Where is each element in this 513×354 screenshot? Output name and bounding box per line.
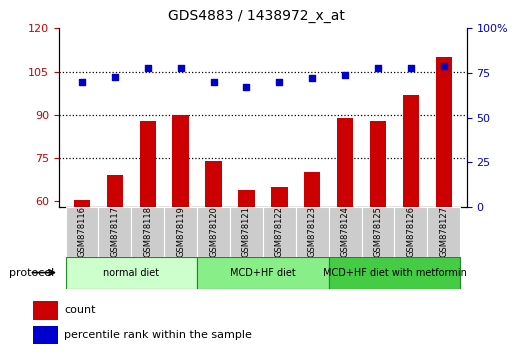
- Point: [341, 72, 349, 78]
- Bar: [33, 301, 58, 320]
- Bar: [271, 187, 288, 354]
- Bar: [66, 207, 98, 257]
- Point: [407, 65, 415, 70]
- Point: [374, 65, 382, 70]
- Bar: [66, 257, 197, 289]
- Point: [209, 79, 218, 85]
- Bar: [370, 121, 386, 354]
- Bar: [329, 207, 362, 257]
- Point: [144, 65, 152, 70]
- Point: [78, 79, 86, 85]
- Bar: [205, 161, 222, 354]
- Point: [308, 75, 317, 81]
- Bar: [107, 175, 123, 354]
- Bar: [197, 257, 329, 289]
- Bar: [164, 207, 197, 257]
- Text: percentile rank within the sample: percentile rank within the sample: [64, 330, 252, 340]
- Text: GSM878123: GSM878123: [308, 206, 317, 257]
- Text: GSM878127: GSM878127: [439, 206, 448, 257]
- Text: GSM878126: GSM878126: [406, 206, 416, 257]
- Text: GSM878116: GSM878116: [77, 206, 87, 257]
- Bar: [33, 326, 58, 344]
- Bar: [140, 121, 156, 354]
- Bar: [362, 207, 394, 257]
- Text: GSM878119: GSM878119: [176, 206, 185, 257]
- Text: GDS4883 / 1438972_x_at: GDS4883 / 1438972_x_at: [168, 9, 345, 23]
- Text: count: count: [64, 305, 95, 315]
- Point: [440, 63, 448, 69]
- Bar: [98, 207, 131, 257]
- Bar: [263, 207, 296, 257]
- Point: [242, 85, 250, 90]
- Bar: [172, 115, 189, 354]
- Bar: [238, 190, 254, 354]
- Text: MCD+HF diet with metformin: MCD+HF diet with metformin: [323, 268, 466, 278]
- Point: [275, 79, 284, 85]
- Text: GSM878124: GSM878124: [341, 206, 350, 257]
- Text: GSM878118: GSM878118: [143, 206, 152, 257]
- Bar: [329, 257, 460, 289]
- Bar: [337, 118, 353, 354]
- Text: normal diet: normal diet: [103, 268, 160, 278]
- Text: MCD+HF diet: MCD+HF diet: [230, 268, 296, 278]
- Text: GSM878117: GSM878117: [110, 206, 120, 257]
- Bar: [427, 207, 460, 257]
- Text: GSM878122: GSM878122: [275, 206, 284, 257]
- Bar: [197, 207, 230, 257]
- Text: GSM878120: GSM878120: [209, 206, 218, 257]
- Bar: [394, 207, 427, 257]
- Text: GSM878125: GSM878125: [373, 206, 383, 257]
- Bar: [304, 172, 321, 354]
- Point: [176, 65, 185, 70]
- Bar: [131, 207, 164, 257]
- Bar: [74, 200, 90, 354]
- Text: GSM878121: GSM878121: [242, 206, 251, 257]
- Text: protocol: protocol: [9, 268, 54, 278]
- Bar: [403, 95, 419, 354]
- Bar: [296, 207, 329, 257]
- Bar: [436, 57, 452, 354]
- Bar: [230, 207, 263, 257]
- Point: [111, 74, 119, 79]
